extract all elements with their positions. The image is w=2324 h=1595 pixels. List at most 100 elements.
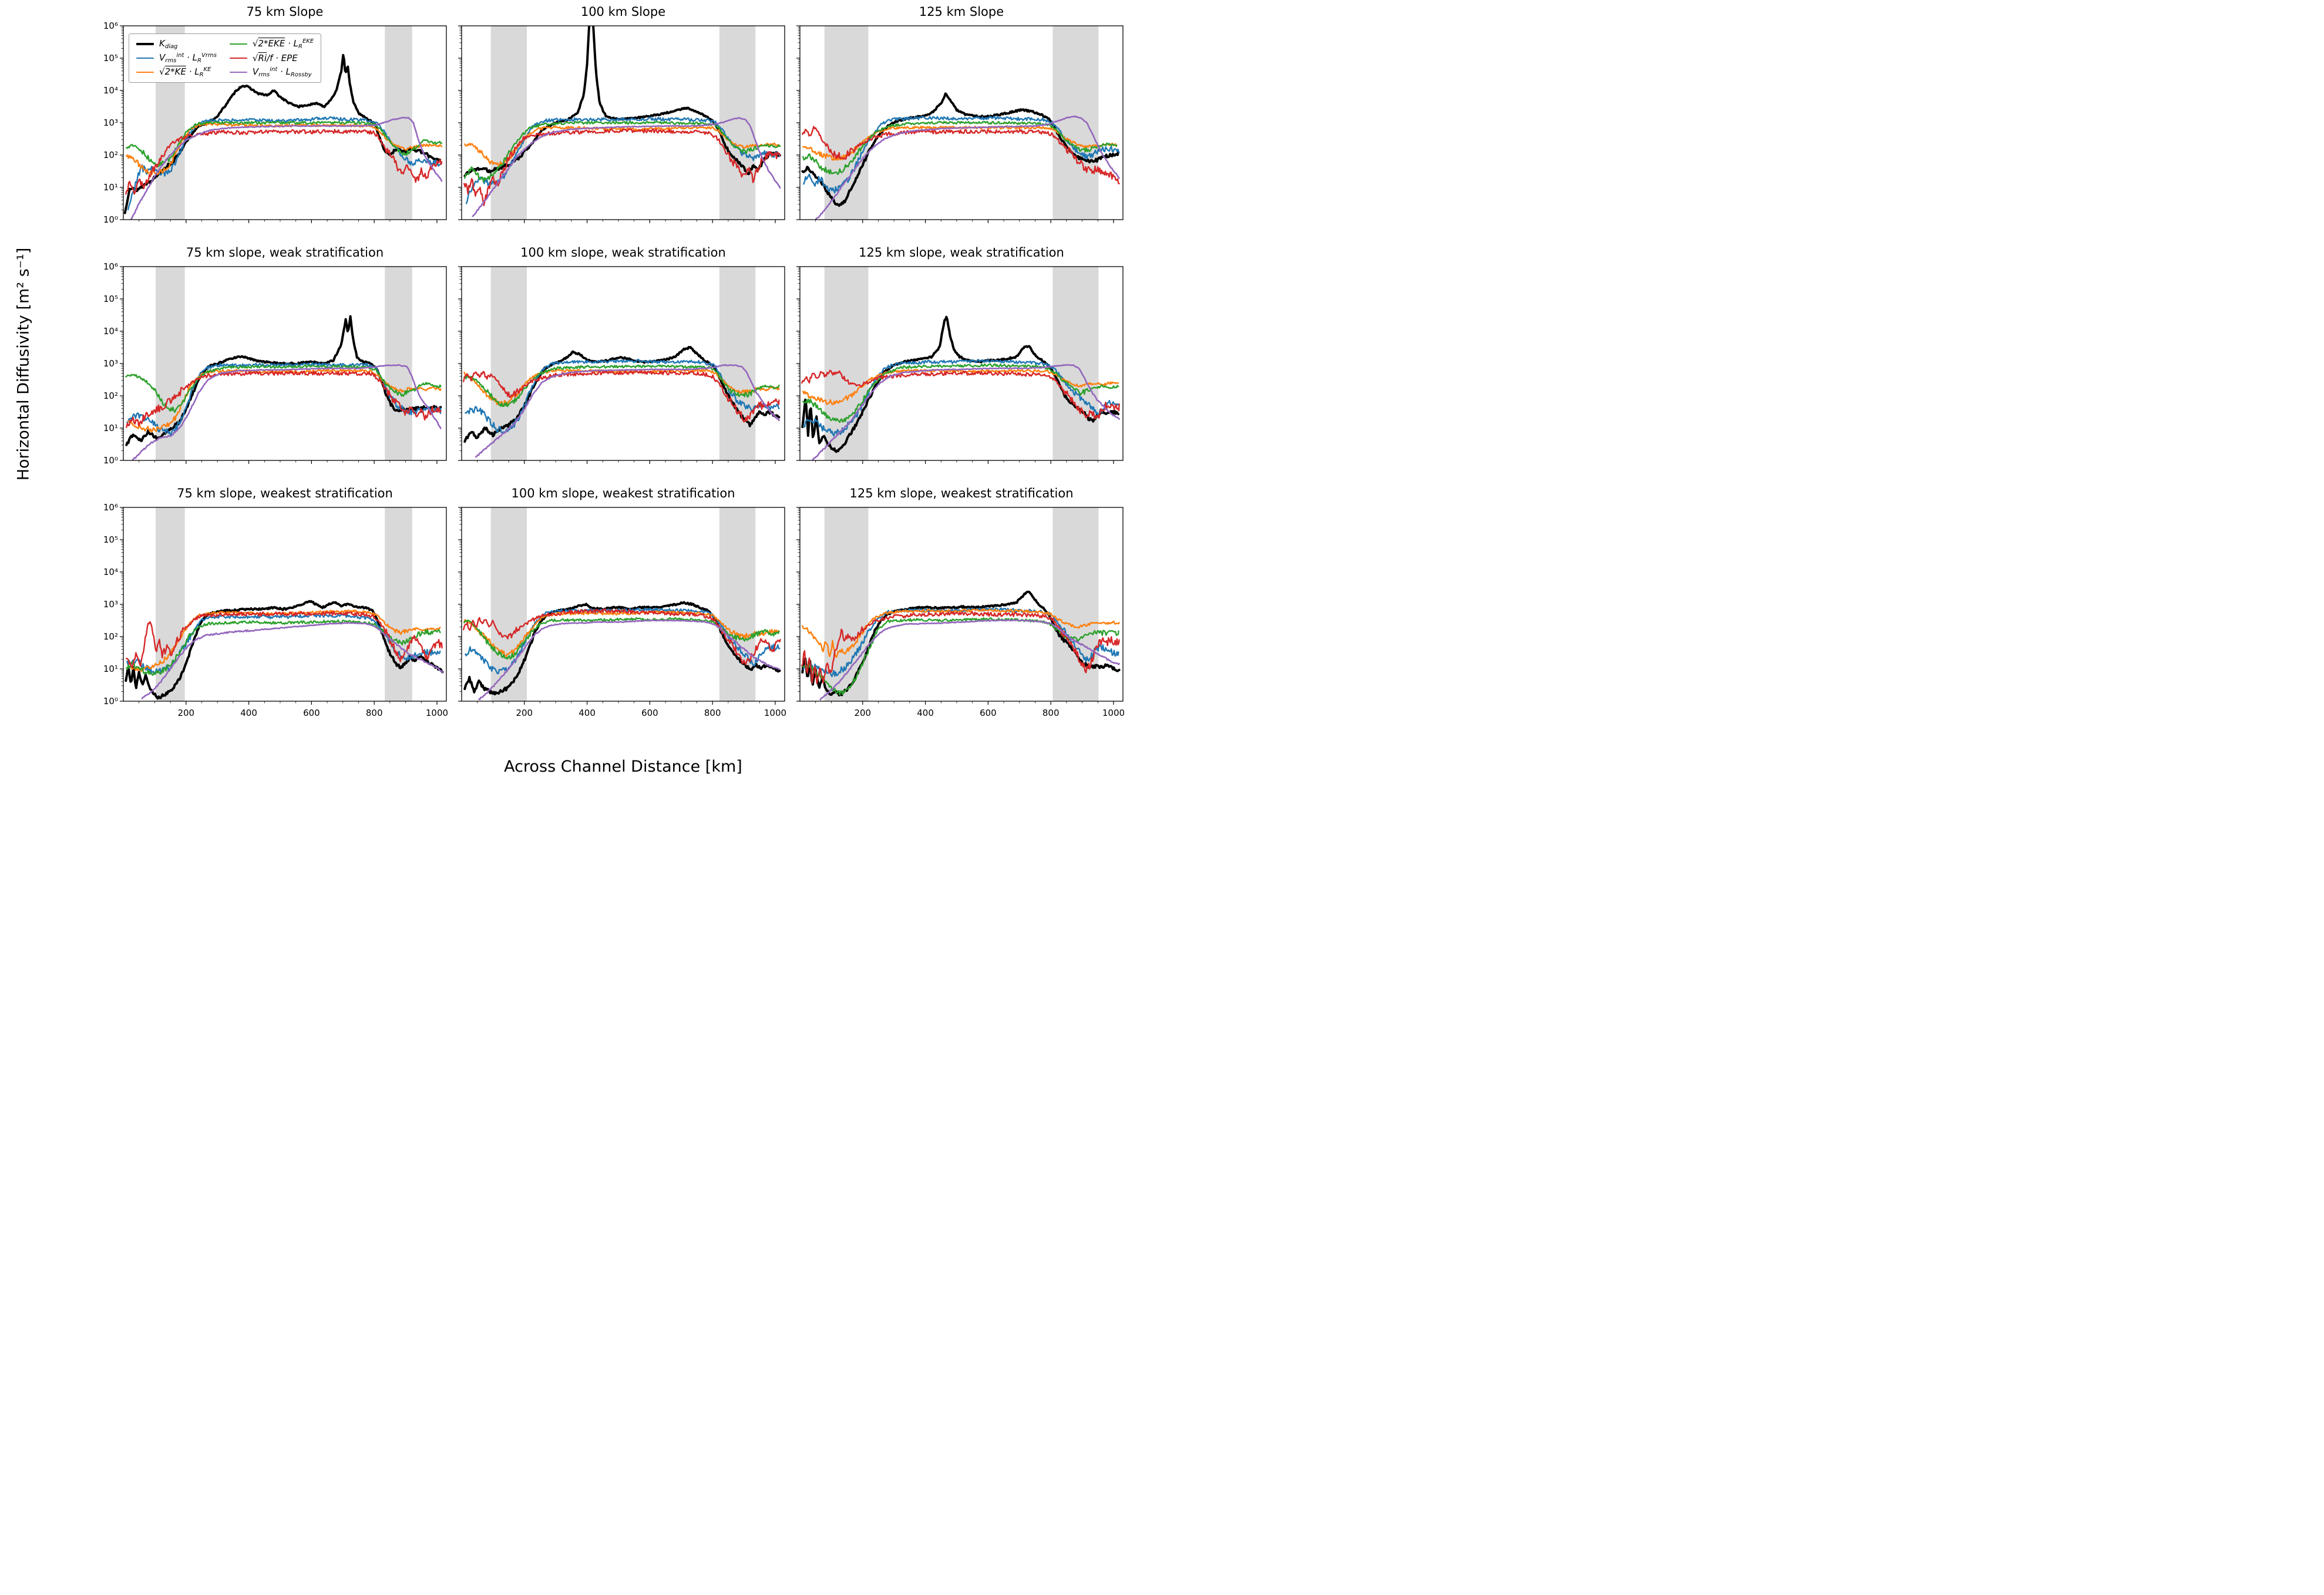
series-ke_lr-line (463, 610, 780, 658)
x-axis-label: Across Channel Distance [km] (504, 758, 742, 776)
y-tick-label: 10² (103, 391, 118, 401)
series-eke_lr-line (463, 617, 780, 660)
series-vrms_lr-line (465, 116, 781, 204)
subplot-title: 75 km Slope (246, 5, 324, 19)
series-rossby-line (819, 619, 1120, 701)
legend-item-epe: √Ri/f · EPE (229, 52, 314, 64)
series-kdiag-line (801, 315, 1119, 453)
x-tick-label: 600 (641, 708, 658, 718)
series-eke_lr-line (464, 120, 781, 183)
x-tick-label: 200 (854, 708, 871, 718)
y-tick-label: 10⁵ (103, 53, 118, 63)
y-tick-label: 10³ (103, 117, 118, 128)
shaded-band (719, 507, 756, 701)
series-kdiag-line (801, 590, 1121, 696)
series-kdiag-line (801, 92, 1119, 207)
legend-item-eke_lr: √2*EKE · LREKE (229, 38, 314, 50)
legend-label: √Ri/f · EPE (252, 53, 298, 63)
shaded-band (1052, 26, 1099, 220)
shaded-band (1052, 507, 1099, 701)
y-tick-label: 10⁴ (103, 326, 118, 337)
x-tick-label: 800 (1042, 708, 1060, 718)
subplot-title: 125 km Slope (919, 5, 1004, 19)
y-tick-label: 10⁶ (103, 21, 118, 31)
subplot-title: 75 km slope, weakest stratification (177, 486, 393, 500)
y-tick-label: 10⁵ (103, 294, 118, 304)
series-epe-line (801, 611, 1120, 684)
legend-item-ke_lr: √2*KE · LRKE (136, 66, 217, 78)
subplot-plot (458, 266, 785, 464)
x-tick-label: 600 (303, 708, 320, 718)
legend-line-sample (136, 57, 154, 59)
series-rossby-line (472, 117, 781, 217)
legend-label: Vrmsint · LRVrms (159, 52, 217, 64)
series-ke_lr-line (802, 369, 1119, 405)
series-epe-line (125, 129, 443, 195)
y-tick-label: 10⁰ (103, 455, 118, 466)
subplot-plot: 10⁰ 10¹ 10² 10³ 10⁴ 10⁵ 10⁶ 200 400 600 800 1000 (103, 502, 448, 718)
y-tick-label: 10² (103, 631, 118, 642)
series-rossby-line (132, 364, 442, 460)
x-tick-label: 800 (704, 708, 721, 718)
legend-line-sample (136, 43, 154, 45)
series-rossby-line (478, 619, 781, 701)
x-tick-label: 400 (917, 708, 934, 718)
x-tick-label: 1000 (426, 708, 448, 718)
y-tick-label: 10¹ (103, 182, 118, 193)
x-tick-label: 400 (579, 708, 596, 718)
shaded-band (824, 26, 869, 220)
series-eke_lr-line (463, 364, 780, 408)
y-tick-label: 10⁵ (103, 534, 118, 545)
legend-label: √2*KE · LRKE (159, 66, 211, 78)
subplot-plot: 200 400 600 800 1000 (458, 507, 786, 718)
subplot-plot (458, 25, 785, 223)
series-kdiag-line (125, 600, 444, 700)
y-tick-label: 10⁰ (103, 214, 118, 225)
subplot-title: 100 km slope, weakest stratification (511, 486, 735, 500)
y-axis-label: Horizontal Diffusivity [m² s⁻¹] (14, 247, 33, 481)
legend-label: Kdiag (159, 38, 178, 50)
series-epe-line (802, 126, 1120, 184)
legend-label: √2*EKE · LREKE (252, 38, 314, 50)
subplot-plot: 10⁰ 10¹ 10² 10³ 10⁴ 10⁵ 10⁶ (103, 21, 447, 225)
subplot-title: 100 km slope, weak stratification (520, 245, 726, 260)
shaded-band (719, 267, 756, 460)
x-tick-label: 800 (366, 708, 383, 718)
legend-label: Vrmsint · LRossby (252, 66, 312, 78)
legend-item-rossby: Vrmsint · LRossby (229, 66, 314, 78)
shaded-band (490, 26, 527, 220)
y-tick-label: 10² (103, 150, 118, 160)
figure: Horizontal Diffusivity [m² s⁻¹] Across C… (0, 0, 1162, 798)
y-tick-label: 10¹ (103, 423, 118, 433)
series-rossby-line (812, 364, 1120, 460)
series-kdiag-line (463, 346, 781, 443)
y-tick-label: 10⁶ (103, 502, 118, 513)
subplot-plot: 200 400 600 800 1000 (796, 507, 1125, 718)
y-tick-label: 10⁴ (103, 567, 118, 577)
legend-line-sample (229, 57, 247, 59)
y-tick-label: 10⁶ (103, 261, 118, 272)
series-epe-line (463, 128, 781, 207)
shaded-band (385, 267, 412, 460)
series-rossby-line (130, 116, 443, 220)
y-tick-label: 10⁰ (103, 696, 118, 706)
series-eke_lr-line (126, 120, 443, 167)
series-epe-line (126, 371, 442, 428)
series-vrms_lr-line (803, 359, 1119, 437)
x-tick-label: 1000 (764, 708, 786, 718)
series-ke_lr-line (802, 608, 1120, 658)
series-rossby-line (815, 115, 1120, 220)
y-tick-label: 10¹ (103, 664, 118, 674)
x-tick-label: 200 (516, 708, 533, 718)
shaded-band (385, 507, 412, 701)
x-tick-label: 1000 (1102, 708, 1125, 718)
legend: Kdiag Vrmsint · LRVrms √2*KE · LRKE √2*EKE … (129, 33, 322, 83)
subplot-title: 125 km slope, weak stratification (859, 245, 1064, 260)
series-epe-line (463, 370, 780, 423)
series-eke_lr-line (802, 363, 1119, 423)
y-tick-label: 10³ (103, 599, 118, 610)
x-tick-label: 200 (177, 708, 194, 718)
series-kdiag-line (463, 601, 781, 696)
series-rossby-line (475, 364, 780, 458)
subplot-plot: 10⁰ 10¹ 10² 10³ 10⁴ 10⁵ 10⁶ (103, 261, 447, 466)
